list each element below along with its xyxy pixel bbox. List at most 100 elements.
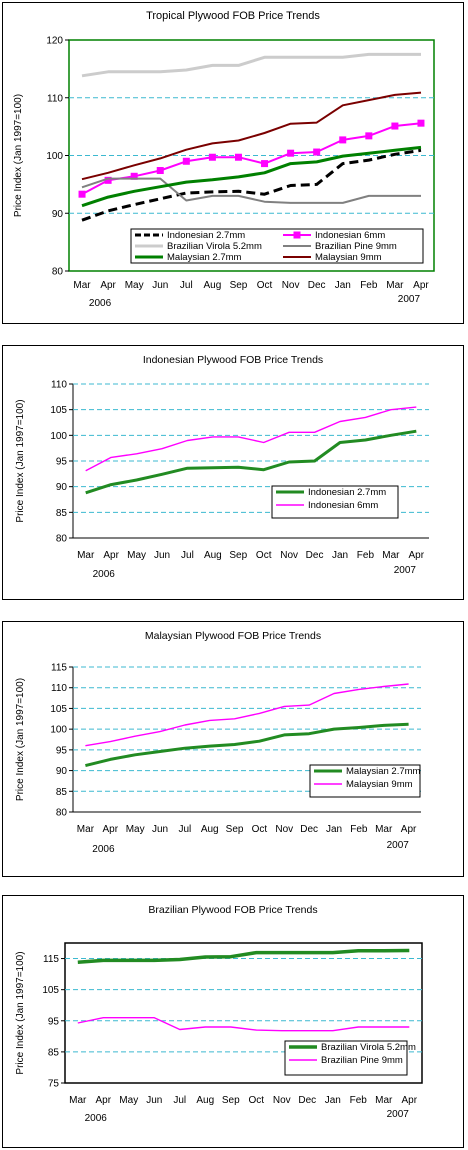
chart-title: Brazilian Plywood FOB Price Trends (148, 904, 317, 916)
y-tick-label: 100 (50, 431, 67, 442)
x-tick-label: Dec (306, 550, 324, 561)
series-line-brazilian-virola-5-2mm (81, 52, 421, 78)
series-line-brazilian-pine-9mm (81, 177, 421, 204)
x-tick-label: Oct (256, 550, 272, 561)
legend-label-indonesian-2-7mm: Indonesian 2.7mm (167, 230, 245, 241)
year-label-end: 2007 (387, 840, 410, 851)
chart-indonesian: Indonesian Plywood FOB Price Trends 80 85 9… (15, 354, 429, 580)
x-tick-label: May (125, 280, 144, 291)
x-tick-label: Apr (401, 824, 417, 835)
x-tick-label: Feb (360, 280, 378, 291)
y-tick-label: 105 (50, 704, 67, 715)
year-label-start: 2006 (89, 298, 112, 309)
data-point-indonesian-6mm (130, 172, 138, 180)
y-axis-label: Price Index (Jan 1997=100) (15, 951, 26, 1074)
data-point-indonesian-6mm (208, 153, 216, 161)
x-tick-label: Jan (326, 824, 342, 835)
x-tick-label: Jun (146, 1095, 162, 1106)
data-point-indonesian-6mm (261, 160, 269, 168)
data-point-indonesian-6mm (313, 148, 321, 156)
x-tick-label: Sep (222, 1095, 240, 1106)
data-point-indonesian-6mm (104, 176, 112, 184)
y-axis-label: Price Index (Jan 1997=100) (15, 399, 26, 522)
legend-label-malaysian-2-7mm: Malaysian 2.7mm (346, 766, 421, 777)
x-tick-label: Nov (275, 824, 293, 835)
x-tick-label: Mar (73, 280, 91, 291)
year-label-start: 2006 (93, 569, 116, 580)
year-label-start: 2006 (85, 1113, 108, 1124)
x-tick-label: Feb (350, 1095, 368, 1106)
series-line-malaysian-9mm (85, 683, 409, 747)
y-tick-label: 115 (51, 663, 67, 674)
x-tick-label: May (119, 1095, 138, 1106)
x-tick-label: Oct (248, 1095, 264, 1106)
y-tick-label: 85 (56, 508, 68, 519)
series-line-malaysian-9mm (81, 91, 422, 181)
series-line-malaysian-2-7mm (85, 722, 409, 768)
x-tick-label: Oct (252, 824, 268, 835)
y-tick-label: 80 (52, 267, 64, 278)
data-point-indonesian-6mm (391, 122, 399, 130)
legend-label-brazilian-virola-5-2mm: Brazilian Virola 5.2mm (321, 1042, 416, 1053)
x-tick-label: Sep (229, 550, 247, 561)
legend-label-brazilian-virola-5-2mm: Brazilian Virola 5.2mm (167, 241, 262, 252)
data-point-indonesian-6mm (287, 149, 295, 157)
x-tick-label: Nov (273, 1095, 291, 1106)
legend-label-malaysian-2-7mm: Malaysian 2.7mm (167, 252, 242, 263)
x-tick-label: Mar (382, 550, 400, 561)
y-tick-label: 120 (46, 36, 63, 47)
chart-malaysian: Malaysian Plywood FOB Price Trends 80 85 90… (15, 630, 421, 855)
x-tick-label: May (127, 550, 146, 561)
legend-label-brazilian-pine-9mm: Brazilian Pine 9mm (321, 1055, 403, 1066)
x-tick-label: Nov (282, 280, 300, 291)
legend-label-indonesian-2-7mm: Indonesian 2.7mm (308, 487, 386, 498)
chart-panel-brazilian: Brazilian Plywood FOB Price Trends 75 85 95… (2, 895, 464, 1148)
y-tick-label: 90 (56, 766, 68, 777)
y-tick-label: 80 (56, 534, 68, 545)
data-point-indonesian-6mm (78, 190, 86, 198)
legend-label-indonesian-6mm: Indonesian 6mm (308, 500, 378, 511)
x-tick-label: Jun (152, 824, 168, 835)
year-label-start: 2006 (92, 844, 115, 855)
y-tick-label: 85 (56, 787, 68, 798)
y-tick-label: 95 (48, 1016, 60, 1027)
x-tick-label: Aug (204, 550, 222, 561)
chart-panel-tropical: Tropical Plywood FOB Price Trends 80 90 100… (2, 2, 464, 324)
series-line-malaysian-2-7mm (81, 145, 422, 208)
legend-label-brazilian-pine-9mm: Brazilian Pine 9mm (315, 241, 397, 252)
chart-panel-indonesian: Indonesian Plywood FOB Price Trends 80 85 9… (2, 345, 464, 600)
chart-brazilian: Brazilian Plywood FOB Price Trends 75 85 95… (15, 904, 423, 1124)
x-tick-label: Mar (375, 824, 393, 835)
x-tick-label: Jan (325, 1095, 341, 1106)
series-line-indonesian-6mm (81, 122, 422, 196)
data-point-indonesian-6mm (365, 132, 373, 140)
year-label-end: 2007 (398, 294, 421, 305)
y-tick-label: 95 (56, 457, 68, 468)
y-tick-label: 110 (51, 683, 67, 694)
y-tick-label: 115 (43, 954, 59, 965)
x-tick-label: Jul (173, 1095, 186, 1106)
x-tick-label: Jun (152, 280, 168, 291)
y-tick-label: 90 (56, 482, 68, 493)
series-line-indonesian-6mm (85, 406, 417, 472)
y-tick-label: 100 (46, 151, 63, 162)
y-tick-label: 100 (50, 725, 67, 736)
series-line-indonesian-2-7mm (85, 429, 417, 495)
x-tick-label: Apr (100, 280, 116, 291)
year-label-end: 2007 (387, 1109, 410, 1120)
x-tick-label: Aug (196, 1095, 214, 1106)
data-point-indonesian-6mm (339, 136, 347, 144)
y-axis-label: Price Index (Jan 1997=100) (13, 94, 24, 217)
series-line-brazilian-pine-9mm (77, 1016, 410, 1032)
y-tick-label: 85 (48, 1047, 60, 1058)
legend-label-indonesian-6mm: Indonesian 6mm (315, 230, 385, 241)
chart-title: Indonesian Plywood FOB Price Trends (143, 354, 323, 366)
chart-title: Tropical Plywood FOB Price Trends (146, 10, 320, 22)
legend-label-malaysian-9mm: Malaysian 9mm (346, 779, 413, 790)
year-label-end: 2007 (394, 565, 417, 576)
x-tick-label: Dec (298, 1095, 316, 1106)
x-tick-label: Feb (350, 824, 368, 835)
y-tick-label: 110 (47, 93, 63, 104)
x-tick-label: Jul (180, 280, 193, 291)
data-point-indonesian-6mm (182, 157, 190, 165)
